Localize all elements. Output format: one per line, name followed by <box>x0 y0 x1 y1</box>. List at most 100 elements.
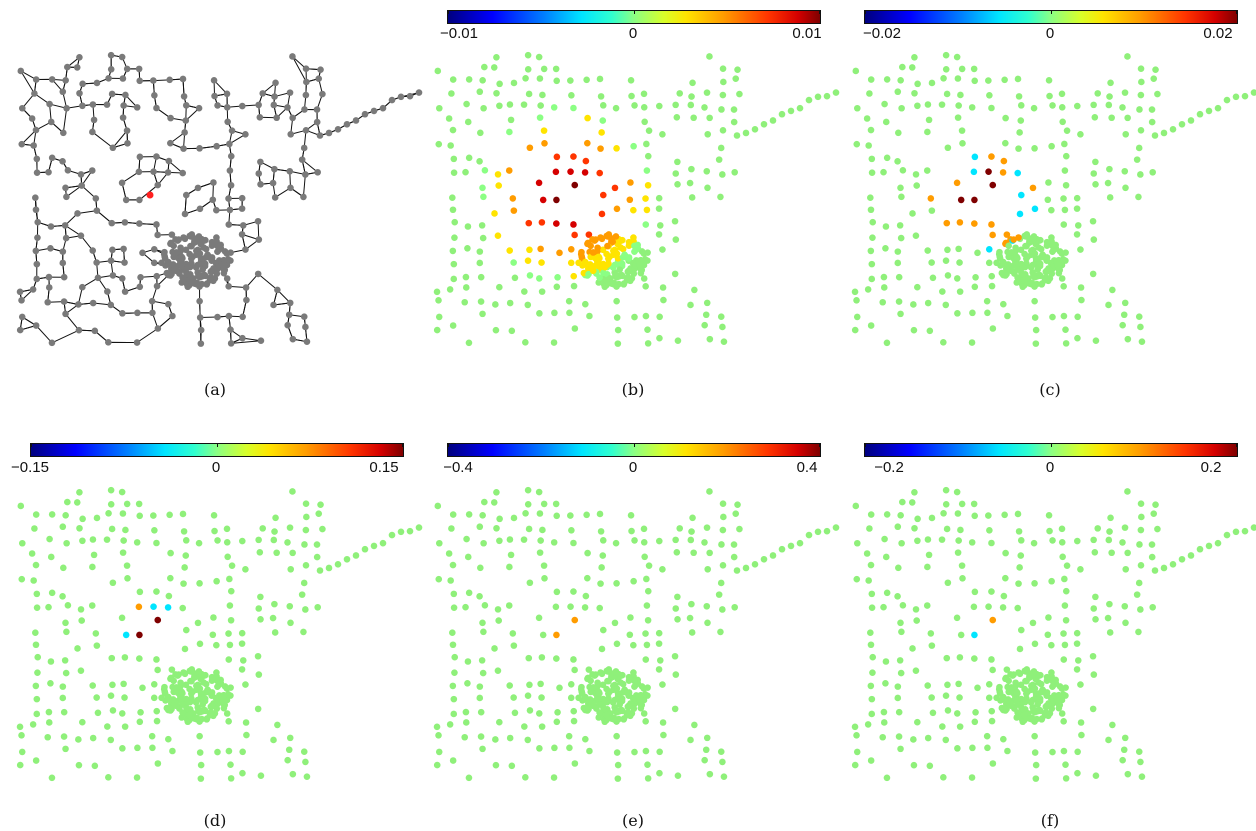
map-node <box>968 339 976 346</box>
caption-b: (b) <box>621 380 645 399</box>
map-node <box>640 275 648 282</box>
map-node <box>1133 591 1141 598</box>
map-node <box>896 222 904 229</box>
map-node <box>77 667 85 675</box>
map-node <box>897 184 904 192</box>
map-node <box>617 672 625 679</box>
map-node <box>553 77 561 85</box>
map-node <box>832 524 840 531</box>
map-node <box>76 54 83 61</box>
map-node <box>1062 152 1070 160</box>
map-node <box>954 549 962 556</box>
map-node <box>655 629 663 637</box>
map-node <box>1031 145 1038 152</box>
map-node <box>269 614 277 622</box>
map-node <box>465 339 473 347</box>
map-node <box>510 259 517 266</box>
map-node <box>586 747 593 755</box>
map-node <box>897 669 905 677</box>
map-node <box>1004 696 1012 703</box>
map-node <box>571 616 579 624</box>
map-node <box>1160 564 1168 572</box>
map-node <box>1045 77 1053 84</box>
map-node <box>644 326 651 333</box>
map-node <box>172 267 180 275</box>
colorbar-e-min: −0.4 <box>443 459 473 476</box>
map-node <box>62 619 69 627</box>
map-node <box>584 549 591 557</box>
map-node <box>1025 234 1033 242</box>
map-node <box>34 669 41 676</box>
map-node <box>122 526 129 534</box>
map-node <box>1062 761 1069 768</box>
map-node <box>302 323 309 331</box>
map-node <box>868 590 876 598</box>
map-node <box>1059 118 1066 126</box>
map-node <box>62 310 69 318</box>
map-node <box>121 259 128 266</box>
map-node <box>1025 669 1033 677</box>
map-node <box>596 510 604 518</box>
map-node <box>869 218 877 226</box>
map-node <box>1135 313 1143 321</box>
map-node <box>286 734 294 742</box>
map-node <box>601 263 609 271</box>
map-node <box>1061 167 1069 174</box>
map-node <box>91 762 99 770</box>
map-node <box>287 184 294 192</box>
map-node <box>971 512 979 520</box>
map-node <box>925 551 933 559</box>
map-node <box>136 196 143 204</box>
map-node <box>550 104 558 111</box>
map-node <box>1104 614 1112 622</box>
map-node <box>993 694 1000 702</box>
map-node <box>184 263 192 271</box>
map-node <box>631 537 638 544</box>
map-node <box>899 167 907 174</box>
map-node <box>914 80 921 88</box>
map-node <box>787 107 795 115</box>
map-node <box>522 509 529 517</box>
map-node <box>703 167 711 175</box>
map-node <box>447 577 454 584</box>
map-node <box>313 541 321 548</box>
map-node <box>617 237 625 244</box>
map-node <box>462 284 470 291</box>
map-node <box>551 309 558 317</box>
map-node <box>581 169 589 176</box>
map-node <box>300 748 308 756</box>
map-node <box>1023 690 1030 697</box>
map-node <box>476 259 484 267</box>
map-node <box>566 309 573 317</box>
map-node <box>289 549 296 557</box>
map-node <box>506 682 514 689</box>
map-node <box>435 140 443 148</box>
map-node <box>613 250 621 257</box>
map-node <box>227 761 234 768</box>
map-node <box>1031 205 1039 213</box>
map-node <box>717 193 724 201</box>
map-node <box>628 527 635 535</box>
map-node <box>479 310 486 318</box>
map-node <box>105 509 112 517</box>
map-node <box>182 102 190 109</box>
map-node <box>75 761 83 769</box>
map-node <box>1089 652 1097 660</box>
map-node <box>170 677 177 685</box>
map-node <box>121 723 129 730</box>
map-node <box>1041 711 1049 719</box>
map-node <box>153 539 160 547</box>
map-node <box>611 184 619 192</box>
map-node <box>942 736 950 744</box>
map-node <box>213 206 220 214</box>
map-node <box>863 550 871 557</box>
map-node <box>303 338 311 345</box>
map-node <box>1043 238 1051 246</box>
map-node <box>567 259 575 267</box>
map-node <box>718 106 725 113</box>
map-node <box>717 144 725 152</box>
map-node <box>674 615 681 623</box>
map-node <box>1002 139 1009 147</box>
map-node <box>676 90 684 97</box>
map-node <box>970 168 978 176</box>
